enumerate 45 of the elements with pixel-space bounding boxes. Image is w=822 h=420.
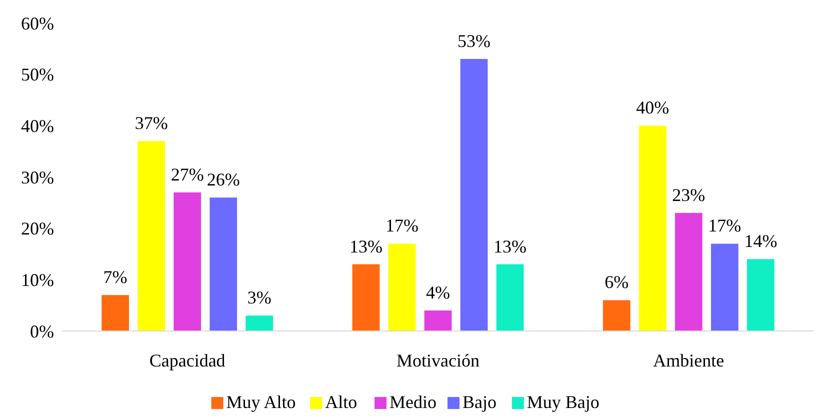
data-label: 26% [206, 170, 240, 190]
data-label: 40% [636, 98, 670, 118]
legend-label: Muy Alto [226, 392, 296, 412]
bar [602, 300, 630, 331]
data-label: 53% [458, 30, 491, 51]
bar [674, 212, 702, 331]
bar [747, 259, 774, 331]
x-tick-label: Capacidad [149, 350, 226, 370]
y-tick-label: 10% [21, 270, 54, 290]
legend-label: Alto [325, 392, 358, 412]
data-label: 27% [170, 164, 204, 184]
y-tick-label: 20% [21, 218, 54, 239]
y-tick-label: 60% [21, 13, 54, 34]
bar [246, 316, 274, 331]
legend-label: Bajo [462, 392, 496, 412]
bar [210, 198, 238, 331]
y-tick-label: 40% [21, 116, 54, 136]
bar [424, 310, 452, 331]
bar [638, 126, 666, 331]
data-label: 37% [134, 113, 168, 134]
data-label: 4% [426, 282, 450, 302]
bar [352, 264, 380, 331]
data-label: 6% [604, 272, 629, 292]
bar [388, 244, 416, 331]
data-label: 14% [744, 231, 778, 252]
y-tick-label: 0% [30, 321, 54, 342]
bar [102, 295, 129, 331]
data-label: 23% [672, 184, 706, 205]
bar [496, 264, 524, 331]
data-label: 17% [385, 216, 418, 236]
bar [710, 244, 738, 331]
x-tick-label: Ambiente [653, 350, 724, 370]
data-label: 17% [708, 216, 742, 236]
data-label: 13% [349, 236, 382, 256]
x-tick-label: Motivación [396, 350, 480, 370]
bar [460, 58, 488, 331]
data-label: 7% [103, 267, 128, 288]
y-tick-label: 50% [21, 64, 54, 85]
y-tick-label: 30% [21, 167, 54, 188]
bar [174, 192, 202, 331]
data-label: 3% [247, 288, 272, 308]
data-label: 13% [494, 236, 527, 256]
legend-label: Medio [390, 392, 436, 412]
legend-label: Muy Bajo [526, 392, 600, 412]
bar [138, 141, 166, 331]
